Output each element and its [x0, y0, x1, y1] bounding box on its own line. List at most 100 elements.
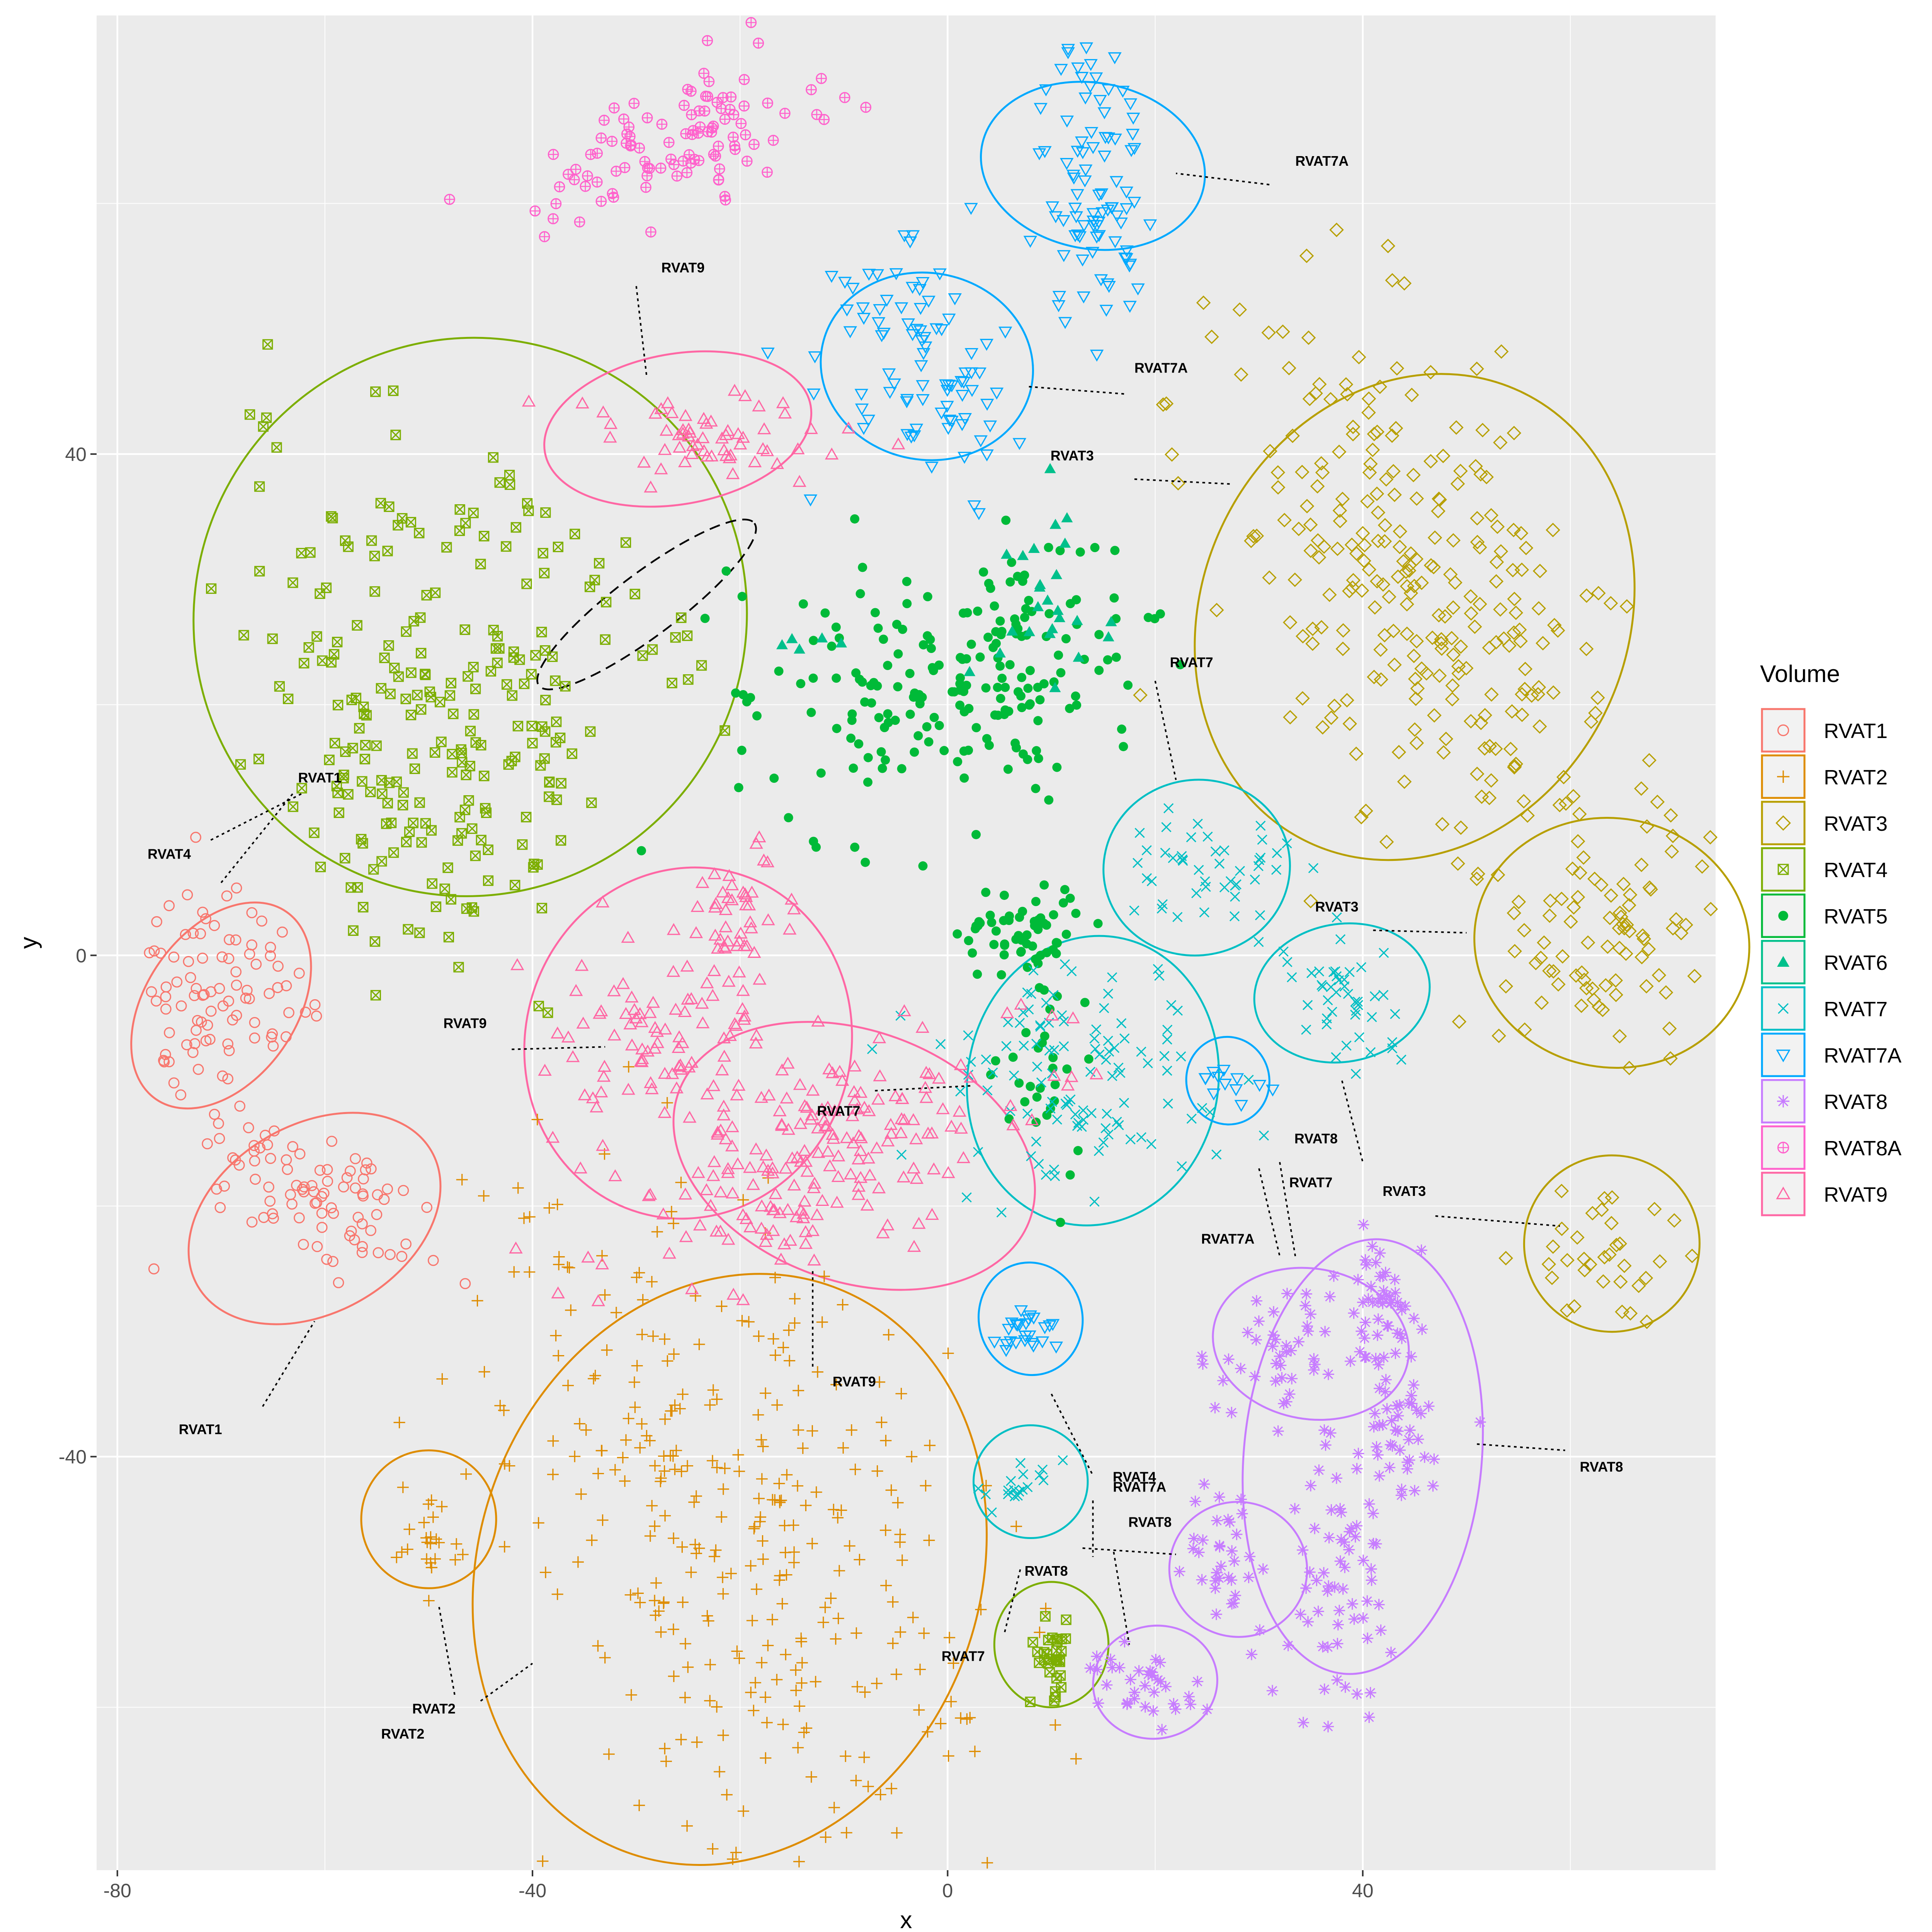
point-rvat9	[835, 1074, 849, 1086]
point-rvat1	[187, 1047, 199, 1058]
point-rvat8	[1201, 1703, 1213, 1715]
point-rvat7	[1089, 1196, 1100, 1207]
point-rvat8a	[720, 191, 730, 202]
point-rvat5	[1023, 684, 1033, 693]
point-rvat7	[1003, 1485, 1014, 1496]
point-rvat5	[809, 636, 818, 645]
point-rvat9	[1045, 1009, 1059, 1021]
point-rvat2	[832, 1512, 844, 1524]
point-rvat7a	[808, 351, 822, 364]
point-rvat8a	[641, 182, 651, 192]
point-rvat8a	[736, 118, 746, 129]
cluster-ellipse-rvat1	[187, 1112, 442, 1325]
point-rvat3	[1346, 573, 1361, 588]
point-rvat2	[769, 1349, 781, 1361]
point-rvat7	[1146, 1139, 1156, 1149]
point-rvat2	[825, 1592, 837, 1604]
point-rvat4	[1040, 1611, 1051, 1622]
point-rvat8	[1286, 1372, 1298, 1384]
point-rvat1	[151, 916, 162, 927]
point-rvat7a	[1022, 1330, 1036, 1343]
point-rvat7	[1163, 1098, 1173, 1109]
point-rvat9	[717, 1031, 731, 1044]
y-tick-label: -40	[59, 1446, 87, 1468]
point-rvat8	[1396, 1483, 1408, 1495]
point-rvat9	[646, 996, 660, 1008]
point-rvat5	[769, 774, 779, 783]
point-rvat3	[1566, 789, 1581, 804]
point-rvat3	[1574, 965, 1589, 980]
point-rvat2	[634, 1597, 646, 1609]
point-rvat7a	[1114, 217, 1128, 230]
point-rvat8	[1235, 1362, 1247, 1374]
point-rvat5	[806, 707, 816, 717]
point-rvat4	[454, 525, 465, 536]
point-rvat7	[1103, 1129, 1114, 1140]
point-rvat2	[588, 1372, 600, 1384]
point-rvat5	[881, 755, 890, 765]
point-rvat5	[1022, 930, 1032, 940]
point-rvat8	[1357, 1219, 1369, 1231]
point-rvat2	[574, 1418, 586, 1430]
point-rvat5	[737, 745, 747, 755]
point-rvat8	[1289, 1503, 1301, 1515]
point-rvat1	[398, 1185, 409, 1196]
point-rvat3	[1703, 901, 1718, 917]
point-rvat9	[735, 1002, 750, 1014]
point-rvat9	[941, 1166, 955, 1178]
point-rvat8	[1370, 1257, 1382, 1269]
point-rvat5	[1049, 910, 1058, 920]
point-rvat2	[844, 1540, 855, 1552]
point-rvat2	[427, 1511, 439, 1523]
point-rvat2	[874, 1376, 886, 1388]
point-rvat9	[825, 447, 839, 460]
point-rvat5	[1051, 949, 1061, 958]
point-rvat7	[1177, 854, 1188, 865]
point-rvat3	[1371, 505, 1386, 520]
point-rvat1	[223, 995, 234, 1007]
point-rvat8a	[663, 137, 675, 148]
point-rvat3	[1379, 835, 1394, 849]
point-rvat1	[316, 1208, 328, 1219]
x-tick-label: -80	[104, 1880, 131, 1901]
point-rvat9	[616, 977, 630, 989]
point-rvat2	[707, 1843, 719, 1855]
point-rvat2	[777, 1342, 789, 1354]
point-rvat4	[683, 674, 694, 685]
point-rvat9	[1061, 1078, 1075, 1091]
cluster-ellipse-rvat4	[192, 337, 748, 897]
point-rvat1	[294, 1148, 306, 1160]
point-rvat8	[1274, 1350, 1286, 1362]
point-rvat2	[647, 1330, 659, 1342]
point-rvat9	[707, 867, 721, 879]
point-rvat8	[1362, 1632, 1374, 1644]
point-rvat2	[871, 1465, 883, 1477]
point-rvat8a	[746, 17, 756, 28]
legend-key	[1761, 801, 1806, 845]
point-rvat3	[1703, 830, 1718, 845]
point-rvat7a	[1023, 1310, 1037, 1323]
point-rvat2	[628, 1376, 640, 1388]
point-rvat3	[1576, 850, 1591, 865]
point-rvat5	[1053, 938, 1062, 948]
point-rvat7	[1141, 845, 1152, 855]
point-rvat8	[1142, 1668, 1154, 1680]
point-rvat8	[1395, 1489, 1407, 1501]
point-rvat3	[1579, 588, 1594, 603]
point-rvat7	[1229, 911, 1240, 922]
point-rvat8	[1270, 1375, 1282, 1387]
point-rvat8a	[569, 174, 580, 185]
point-rvat1	[200, 913, 211, 924]
point-rvat7	[1314, 966, 1325, 977]
point-rvat9	[897, 1004, 912, 1016]
point-rvat9	[852, 1129, 866, 1141]
point-rvat9	[696, 1016, 710, 1029]
point-rvat9	[634, 1054, 648, 1066]
point-rvat5	[1000, 890, 1009, 900]
point-rvat2	[793, 1855, 805, 1867]
point-rvat3	[1282, 615, 1298, 630]
cluster-ellipse-rvat7	[1102, 779, 1291, 957]
point-rvat8a	[672, 171, 682, 181]
point-rvat3	[1471, 866, 1485, 881]
point-rvat2	[1010, 1520, 1022, 1532]
